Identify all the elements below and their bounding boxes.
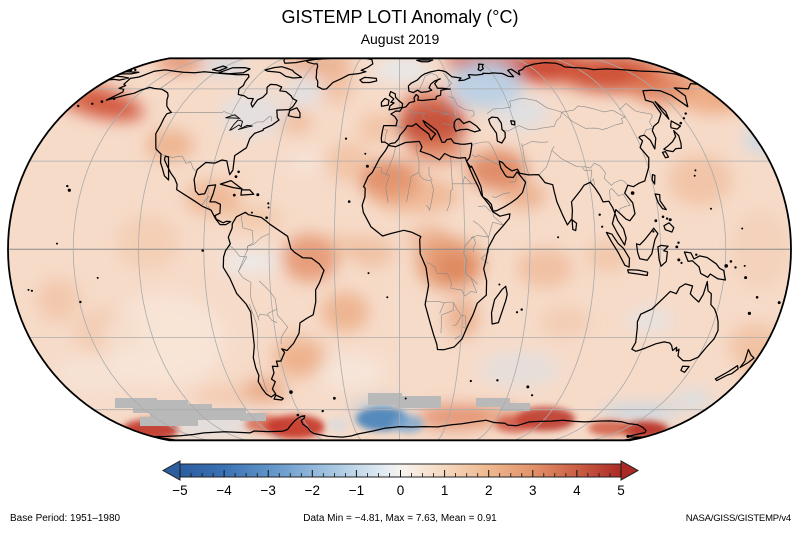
svg-text:3: 3 — [529, 483, 537, 498]
svg-text:4: 4 — [573, 483, 581, 498]
svg-text:0: 0 — [397, 483, 405, 498]
svg-text:5: 5 — [617, 483, 625, 498]
svg-text:−5: −5 — [172, 483, 187, 498]
svg-text:NASA/GISS/GISTEMP/v4: NASA/GISS/GISTEMP/v4 — [686, 513, 791, 524]
svg-text:Data Min = −4.81, Max = 7.63,: Data Min = −4.81, Max = 7.63, Mean = 0.9… — [303, 513, 497, 524]
svg-text:1: 1 — [441, 483, 449, 498]
svg-text:2: 2 — [485, 483, 493, 498]
svg-text:GISTEMP LOTI Anomaly (°C): GISTEMP LOTI Anomaly (°C) — [282, 7, 519, 27]
svg-text:−4: −4 — [216, 483, 232, 498]
svg-text:−3: −3 — [260, 483, 275, 498]
svg-text:−1: −1 — [349, 483, 364, 498]
svg-text:August 2019: August 2019 — [361, 31, 440, 47]
svg-text:−2: −2 — [305, 483, 320, 498]
svg-text:Base Period: 1951–1980: Base Period: 1951–1980 — [10, 513, 121, 524]
